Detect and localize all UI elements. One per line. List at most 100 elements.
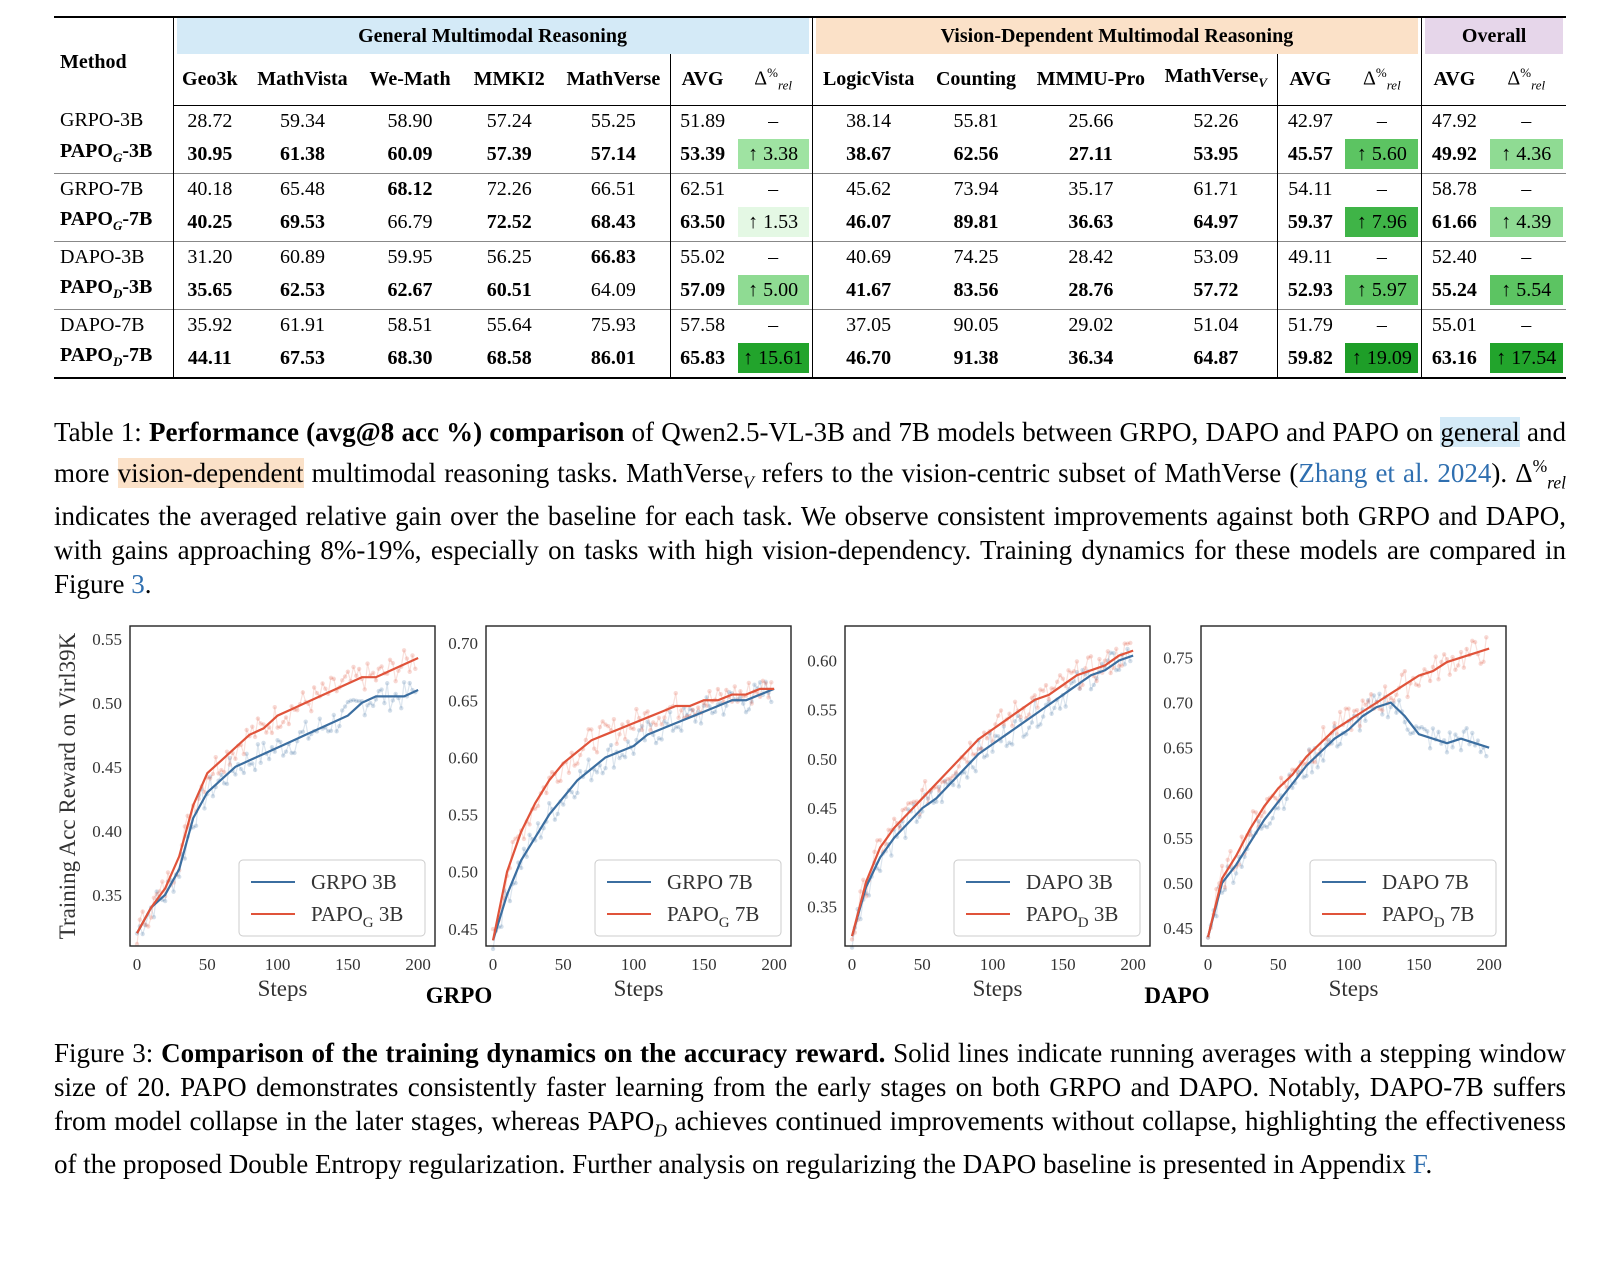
series-line-papo (136, 656, 419, 934)
raw-point (1394, 710, 1399, 715)
raw-point (527, 832, 532, 838)
raw-point (1035, 724, 1040, 729)
raw-point (1284, 796, 1289, 802)
figure-ref-link[interactable]: 3 (131, 569, 145, 600)
method-header: Method (54, 15, 174, 106)
value-cell: 62.56 (953, 143, 999, 166)
value-cell: 68.58 (461, 339, 558, 379)
raw-point (637, 728, 642, 733)
raw-point (1214, 913, 1219, 919)
raw-point (1326, 737, 1332, 743)
raw-point (151, 914, 157, 920)
raw-point (1085, 655, 1091, 660)
raw-point (348, 698, 353, 703)
value-cell: 63.16 (1421, 339, 1487, 379)
raw-point (575, 761, 580, 766)
raw-point (962, 756, 967, 761)
citation-link[interactable]: Zhang et al. 2024 (1298, 458, 1492, 488)
raw-point (309, 708, 314, 714)
raw-point (241, 751, 247, 757)
fig-caption-prefix: Figure 3: (54, 1038, 162, 1068)
raw-point (942, 778, 947, 784)
raw-point (1402, 668, 1408, 674)
method-name: GRPO-7B (54, 172, 174, 204)
delta-cell: – (1521, 109, 1532, 132)
raw-point (726, 689, 732, 695)
raw-point (889, 853, 894, 858)
raw-point (1332, 720, 1337, 726)
raw-point (1074, 659, 1080, 664)
raw-point (1057, 706, 1063, 711)
raw-point (1337, 741, 1343, 747)
raw-point (866, 893, 872, 898)
raw-point (1270, 816, 1275, 821)
raw-point (757, 680, 763, 685)
y-tick-label: 0.55 (807, 701, 837, 720)
caption-prefix: Table 1: (54, 417, 150, 447)
value-cell: 63.50 (669, 203, 735, 242)
raw-point (1413, 682, 1419, 687)
column-header: MMKI2 (461, 54, 558, 106)
raw-point (1038, 687, 1043, 692)
raw-point (535, 803, 541, 809)
raw-point (376, 688, 381, 694)
raw-point (763, 679, 768, 685)
delta-cell: – (1486, 172, 1566, 204)
x-tick-label: 200 (405, 955, 431, 974)
raw-point (589, 778, 594, 783)
legend-box (1309, 859, 1497, 937)
appendix-ref-link[interactable]: F (1412, 1149, 1426, 1180)
raw-point (221, 770, 227, 775)
value-cell: 31.20 (172, 240, 247, 272)
raw-point (656, 715, 662, 721)
raw-point (1046, 696, 1052, 702)
raw-point (911, 799, 917, 804)
value-cell: 57.39 (486, 143, 532, 166)
caption-text: ). Δ (1491, 458, 1533, 488)
raw-point (1114, 646, 1119, 652)
raw-point (555, 811, 560, 817)
raw-point (283, 715, 289, 720)
delta-cell: ↑ 1.53 (735, 204, 812, 242)
delta-cell: ↑ 5.00 (735, 272, 812, 310)
raw-point (1441, 652, 1447, 657)
y-tick-label: 0.45 (1163, 919, 1193, 938)
y-tick-label: 0.60 (1163, 784, 1193, 803)
y-tick-label: 0.60 (807, 651, 837, 670)
raw-point (1116, 663, 1122, 669)
raw-point (1385, 715, 1391, 720)
value-cell: 29.02 (1027, 308, 1155, 340)
raw-point (1402, 719, 1408, 725)
raw-point (1346, 706, 1351, 711)
raw-point (679, 728, 684, 733)
raw-point (410, 653, 415, 658)
value-cell: 60.09 (387, 143, 433, 166)
raw-point (769, 699, 774, 705)
value-cell: 72.52 (486, 211, 532, 234)
column-header: AVG (1277, 54, 1343, 106)
value-cell: 59.95 (358, 240, 462, 272)
raw-point (250, 724, 255, 729)
plot-frame (129, 625, 436, 947)
raw-point (903, 835, 908, 841)
delta-badge: ↑ 4.39 (1489, 207, 1563, 238)
raw-point (275, 737, 280, 743)
raw-point (1472, 639, 1478, 645)
raw-point (390, 660, 396, 666)
raw-point (1321, 725, 1326, 730)
raw-point (1354, 708, 1360, 713)
raw-point (1464, 726, 1469, 731)
raw-point (1273, 796, 1278, 801)
value-cell: 57.72 (1193, 279, 1239, 302)
raw-point (752, 682, 757, 687)
raw-point (143, 923, 148, 928)
raw-point (1447, 672, 1452, 677)
raw-point (687, 706, 693, 712)
column-header: MMMU-Pro (1027, 54, 1155, 106)
raw-point (1018, 717, 1023, 723)
delta-badge: ↑ 5.54 (1489, 275, 1563, 306)
raw-point (255, 716, 261, 721)
raw-point (1411, 730, 1416, 736)
raw-point (1052, 705, 1057, 711)
column-header: Counting (924, 54, 1028, 106)
